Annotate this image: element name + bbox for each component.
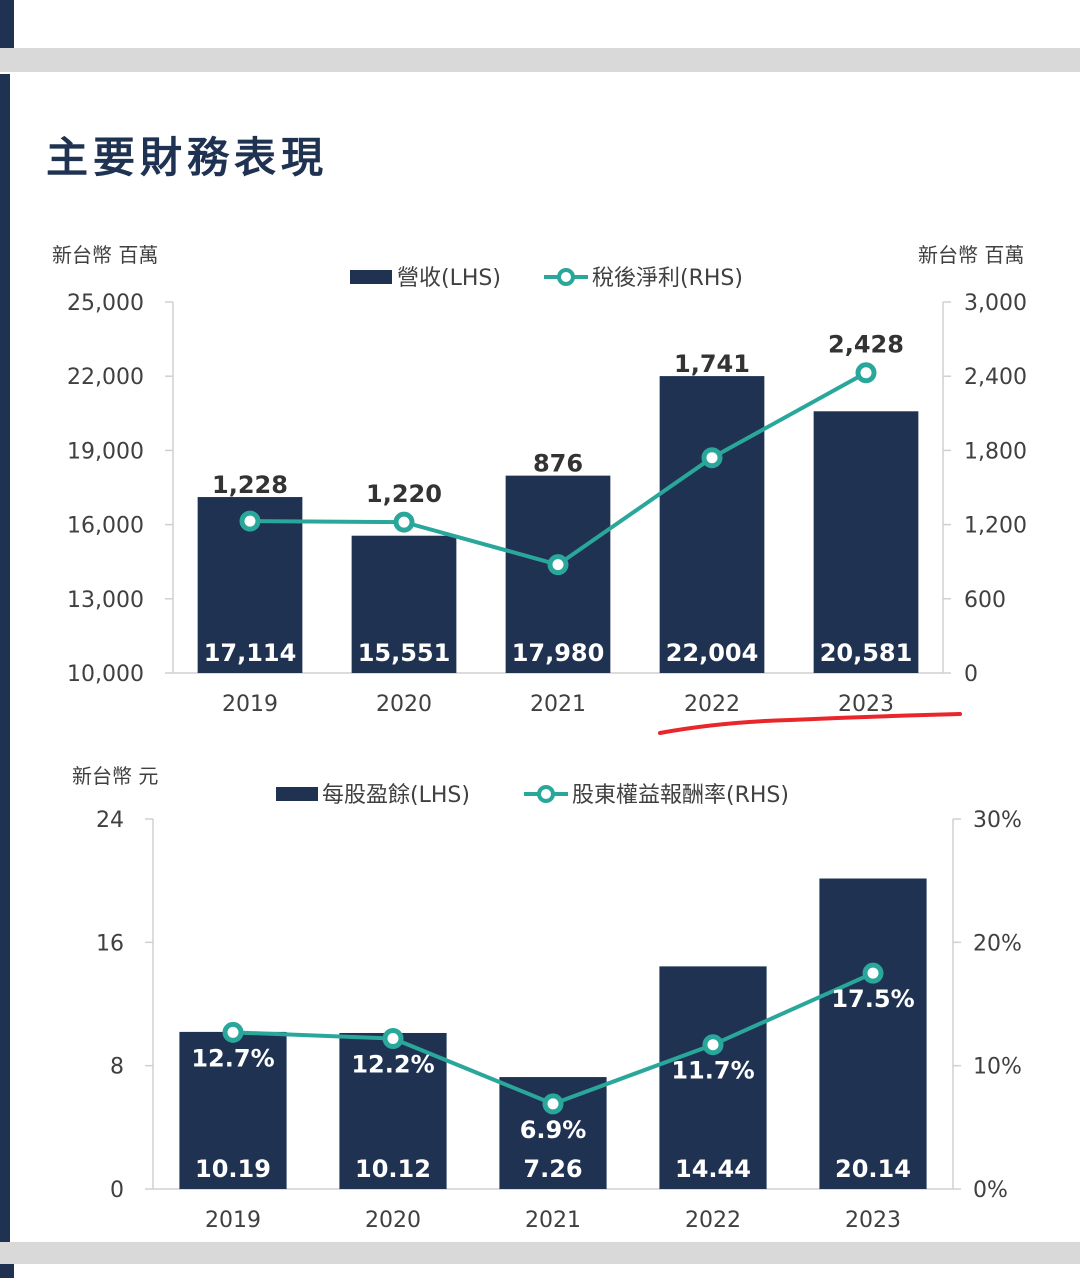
slide-separator [0,48,1080,72]
page-title: 主要財務表現 [46,133,329,182]
legend-line-marker [537,785,555,803]
bar-value-label: 15,551 [358,639,451,667]
x-tick-label: 2019 [222,692,278,717]
line-point [393,511,415,533]
line-value-label: 1,741 [674,350,750,378]
bar [339,1032,447,1189]
right-tick-label: 2,400 [964,365,1027,390]
line-value-label: 1,228 [212,471,288,499]
line-value-label: 1,220 [366,480,442,508]
right-tick-label: 0 [964,662,978,687]
revenue-net-income-chart: 新台幣 百萬 新台幣 百萬 營收(LHS) 稅後淨利(RHS) 25,000 22… [52,243,1027,735]
bar [813,411,919,673]
legend-line-marker [557,268,575,286]
bar-value-label: 17,980 [512,639,605,667]
line-value-label: 12.2% [351,1051,434,1079]
line-point [855,362,877,384]
left-tick-label: 25,000 [67,291,144,316]
legend-bar-label: 每股盈餘(LHS) [322,783,470,808]
right-tick-label: 0% [973,1178,1008,1203]
right-tick-label: 1,800 [964,439,1027,464]
line-value-label: 6.9% [520,1116,587,1144]
x-tick-label: 2020 [376,692,432,717]
previous-slide-accent [0,0,14,48]
right-axis-unit: 新台幣 百萬 [918,243,1024,267]
bar-value-label: 14.44 [675,1155,751,1183]
x-tick-label: 2019 [205,1208,261,1233]
left-tick-label: 24 [96,808,124,833]
line-point [547,554,569,576]
red-underline-annotation [658,712,962,735]
bar [659,376,765,673]
bar-value-label: 10.19 [195,1155,271,1183]
bar-value-label: 7.26 [523,1155,582,1183]
next-slide-accent [0,1264,14,1278]
bar [659,966,767,1189]
line-point [701,447,723,469]
line-point [862,962,884,984]
left-axis-unit: 新台幣 元 [72,764,158,788]
eps-roe-chart: 新台幣 元 每股盈餘(LHS) 股東權益報酬率(RHS) 24 16 8 0 30% 20… [72,764,1022,1233]
legend-bar-swatch [276,787,318,801]
legend: 營收(LHS) 稅後淨利(RHS) [350,266,743,291]
line-point [542,1093,564,1115]
line-value-label: 17.5% [831,985,914,1013]
right-tick-label: 1,200 [964,514,1027,539]
left-tick-label: 19,000 [67,439,144,464]
left-tick-label: 16 [96,931,124,956]
line-point [382,1028,404,1050]
previous-slide-strip [0,0,1080,48]
line-point [239,510,261,532]
legend: 每股盈餘(LHS) 股東權益報酬率(RHS) [276,783,789,808]
line-value-label: 876 [533,450,583,478]
slide-accent-bar [0,74,10,1242]
line-value-label: 11.7% [671,1057,754,1085]
left-tick-label: 16,000 [67,514,144,539]
line-point [222,1021,244,1043]
bar-value-label: 20,581 [820,639,913,667]
x-tick-label: 2021 [525,1208,581,1233]
line-point [702,1034,724,1056]
x-tick-label: 2022 [684,692,740,717]
left-tick-label: 10,000 [67,662,144,687]
legend-line-label: 稅後淨利(RHS) [592,266,743,291]
x-tick-label: 2023 [845,1208,901,1233]
left-tick-label: 0 [110,1178,124,1203]
left-axis-unit: 新台幣 百萬 [52,243,158,267]
line-value-label: 2,428 [828,331,904,359]
left-tick-label: 22,000 [67,365,144,390]
legend-bar-swatch [350,270,392,284]
bar [179,1031,287,1189]
left-tick-label: 13,000 [67,588,144,613]
right-tick-label: 10% [973,1055,1022,1080]
right-tick-label: 600 [964,588,1006,613]
bar-value-label: 10.12 [355,1155,431,1183]
bar-value-label: 20.14 [835,1155,911,1183]
x-tick-label: 2023 [838,692,894,717]
bar [819,878,927,1189]
bar-value-label: 22,004 [666,639,759,667]
x-tick-label: 2020 [365,1208,421,1233]
line-value-label: 12.7% [191,1044,274,1072]
left-tick-label: 8 [110,1055,124,1080]
bar [351,535,457,673]
right-tick-label: 20% [973,931,1022,956]
x-tick-label: 2022 [685,1208,741,1233]
right-tick-label: 30% [973,808,1022,833]
legend-bar-label: 營收(LHS) [397,266,501,291]
legend-line-label: 股東權益報酬率(RHS) [572,783,789,808]
bar-value-label: 17,114 [204,639,297,667]
right-tick-label: 3,000 [964,291,1027,316]
x-tick-label: 2021 [530,692,586,717]
slide-separator [0,1242,1080,1264]
